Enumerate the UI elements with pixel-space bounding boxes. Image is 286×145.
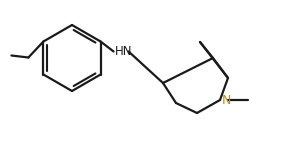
Text: N: N <box>222 94 231 106</box>
Text: HN: HN <box>115 45 132 58</box>
